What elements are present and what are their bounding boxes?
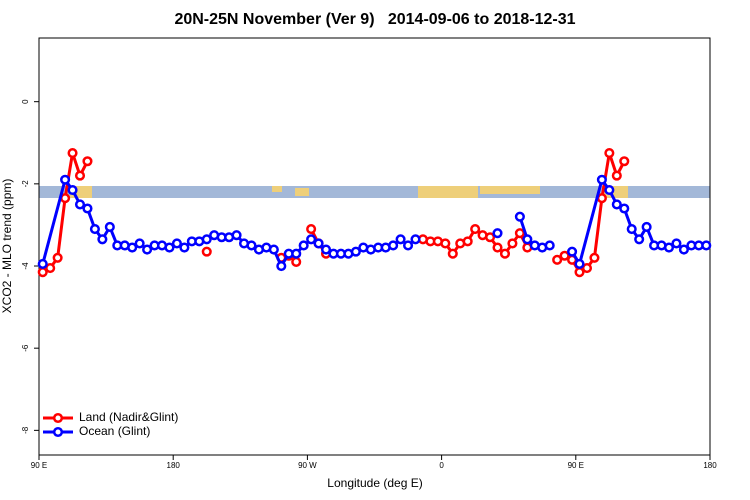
data-point	[492, 228, 503, 239]
data-point	[522, 234, 533, 245]
data-point	[626, 223, 637, 235]
data-point	[492, 242, 503, 253]
data-point	[485, 232, 496, 243]
data-point	[462, 236, 473, 247]
data-point	[581, 263, 593, 274]
data-point	[231, 230, 242, 241]
land-patch	[295, 188, 309, 196]
data-point	[589, 252, 600, 263]
data-point	[619, 203, 630, 214]
data-point	[306, 223, 317, 235]
data-point	[663, 242, 675, 253]
data-point	[395, 234, 406, 245]
data-point	[507, 238, 518, 249]
data-point	[470, 223, 481, 235]
data-point	[701, 240, 712, 251]
data-point	[514, 211, 525, 222]
y-tick-label: -4	[21, 262, 30, 270]
x-tick-label: 90 E	[568, 461, 584, 470]
data-point	[440, 238, 451, 249]
y-tick-label: -2	[21, 180, 30, 188]
data-point	[291, 256, 302, 267]
data-point	[596, 174, 607, 185]
x-tick-label: 0	[439, 461, 444, 470]
chart-title: 20N-25N November (Ver 9) 2014-09-06 to 2…	[174, 11, 575, 28]
data-point	[499, 248, 511, 259]
data-point	[671, 238, 682, 249]
data-point	[604, 184, 615, 196]
data-point	[89, 223, 100, 235]
data-point	[82, 156, 93, 167]
data-point	[611, 199, 622, 210]
data-point	[559, 250, 570, 261]
x-tick-label: 180	[167, 461, 181, 470]
data-point	[552, 254, 563, 265]
data-point	[201, 246, 212, 257]
land-patch	[480, 186, 540, 194]
data-point	[514, 228, 525, 239]
data-point	[574, 258, 585, 270]
data-point	[134, 238, 145, 249]
data-point	[410, 234, 421, 245]
data-point	[67, 147, 78, 159]
data-point	[320, 244, 332, 255]
y-axis-label: XCO2 - MLO trend (ppm)	[0, 179, 14, 314]
data-point	[611, 170, 622, 181]
data-point	[97, 234, 108, 245]
legend-marker	[52, 426, 64, 438]
data-point	[164, 242, 175, 253]
data-point	[298, 240, 309, 251]
land-patch	[418, 186, 478, 198]
data-point	[179, 242, 190, 253]
data-point	[641, 221, 652, 233]
y-tick-label: 0	[21, 99, 30, 104]
data-point	[604, 147, 615, 159]
data-point	[142, 244, 153, 255]
y-tick-label: -6	[21, 344, 30, 352]
data-point	[313, 238, 324, 249]
data-point	[201, 234, 212, 245]
data-point	[74, 199, 86, 210]
data-point	[567, 246, 578, 257]
x-tick-label: 90 W	[298, 461, 317, 470]
data-point	[634, 234, 645, 245]
data-point	[52, 252, 63, 263]
y-tick-label: -8	[21, 426, 30, 434]
data-point	[74, 170, 86, 181]
land-patch	[272, 186, 282, 192]
ocean-band	[39, 186, 710, 198]
legend-label: Land (Nadir&Glint)	[79, 410, 178, 424]
data-point	[619, 156, 630, 167]
data-point	[45, 263, 56, 274]
legend-marker	[52, 412, 64, 424]
data-point	[544, 240, 555, 251]
x-tick-label: 180	[703, 461, 717, 470]
legend-label: Ocean (Glint)	[79, 424, 150, 438]
data-point	[67, 184, 78, 196]
data-point	[678, 244, 689, 255]
data-point	[276, 260, 287, 272]
data-point	[447, 248, 458, 259]
data-point	[306, 234, 317, 245]
data-point	[291, 248, 302, 259]
data-point	[82, 203, 93, 214]
x-tick-label: 90 E	[31, 461, 47, 470]
data-point	[403, 240, 414, 251]
surface-band	[39, 186, 710, 198]
data-point	[388, 240, 399, 251]
data-point	[268, 244, 279, 255]
data-point	[60, 174, 71, 185]
data-point	[171, 238, 182, 249]
data-point	[104, 221, 115, 233]
data-point	[37, 258, 48, 270]
data-point	[246, 240, 257, 251]
data-point	[127, 242, 138, 253]
x-axis-label: Longitude (deg E)	[327, 476, 422, 490]
data-point	[350, 246, 361, 257]
